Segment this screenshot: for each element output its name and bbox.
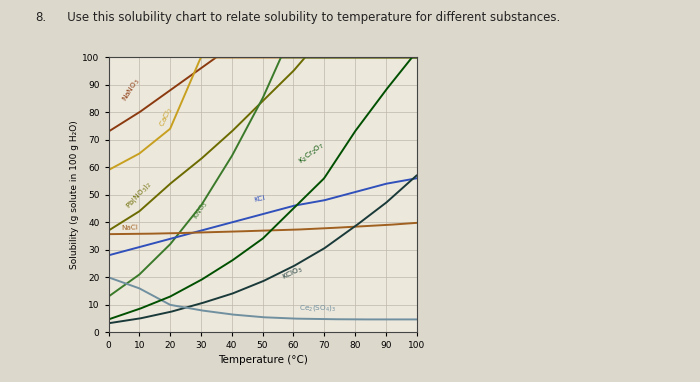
Text: K$_2$Cr$_2$O$_7$: K$_2$Cr$_2$O$_7$ <box>296 141 327 167</box>
Text: KCl: KCl <box>253 195 265 203</box>
Text: NaNO$_3$: NaNO$_3$ <box>121 77 143 104</box>
Text: KNO$_3$: KNO$_3$ <box>192 199 211 222</box>
Text: KClO$_3$: KClO$_3$ <box>281 264 305 283</box>
Y-axis label: Solubility (g solute in 100 g H₂O): Solubility (g solute in 100 g H₂O) <box>71 120 79 269</box>
Text: 8.: 8. <box>35 11 46 24</box>
Text: CaCl$_2$: CaCl$_2$ <box>158 105 176 129</box>
Text: NaCl: NaCl <box>121 224 138 231</box>
X-axis label: Temperature (°C): Temperature (°C) <box>218 354 307 364</box>
Text: Pb(NO$_3$)$_2$: Pb(NO$_3$)$_2$ <box>124 180 154 211</box>
Text: Use this solubility chart to relate solubility to temperature for different subs: Use this solubility chart to relate solu… <box>56 11 560 24</box>
Text: Ce$_2$(SO$_4$)$_3$: Ce$_2$(SO$_4$)$_3$ <box>300 303 337 313</box>
